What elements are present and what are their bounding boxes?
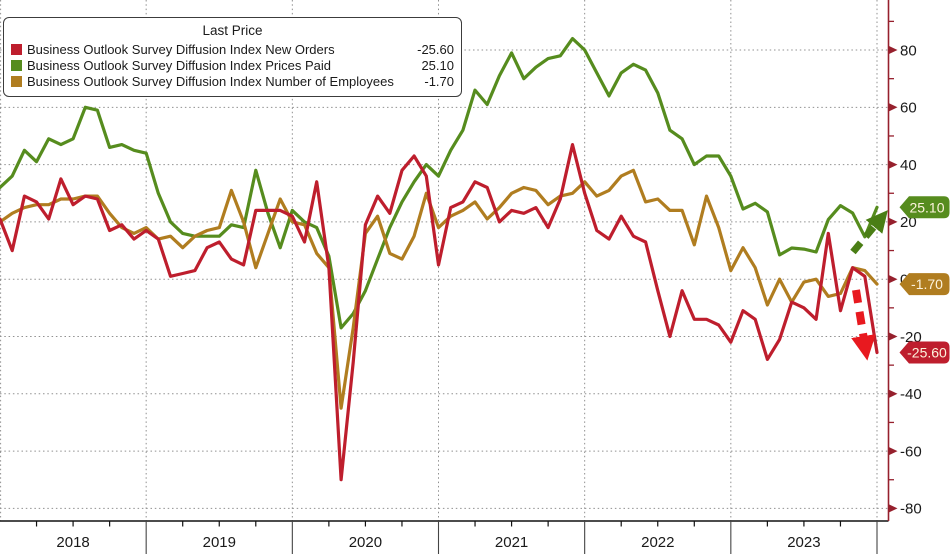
y-tick-label: 60: [900, 100, 917, 117]
badge-value: -1.70: [911, 276, 943, 292]
year-label-2021: 2021: [495, 534, 528, 551]
badge-value: 25.10: [909, 199, 944, 215]
legend-label: Business Outlook Survey Diffusion Index …: [27, 57, 331, 73]
legend-value: 25.10: [421, 57, 454, 73]
y-tick-label: 20: [900, 214, 917, 231]
series-prices-paid: [0, 36, 879, 330]
year-label-2022: 2022: [641, 534, 674, 551]
y-tick-label: -40: [900, 386, 922, 403]
legend-row-prices-paid: Business Outlook Survey Diffusion Index …: [11, 57, 454, 73]
green-up-arrow: [850, 210, 888, 255]
y-tick-label: 80: [900, 42, 917, 59]
legend-value: -1.70: [424, 73, 454, 89]
legend-label: Business Outlook Survey Diffusion Index …: [27, 41, 335, 57]
year-label-2020: 2020: [349, 534, 382, 551]
y-tick-label: -60: [900, 443, 922, 460]
new-orders-swatch-icon: [11, 43, 22, 55]
bottom-axis: 2018 2019 2020 2021 2022 2023: [0, 520, 889, 554]
legend-title: Last Price: [202, 23, 263, 38]
legend-label: Business Outlook Survey Diffusion Index …: [27, 73, 394, 89]
y-tick-label: -80: [900, 501, 922, 518]
series-new-orders: [0, 143, 879, 482]
red-down-arrow: [851, 289, 876, 361]
year-label-2019: 2019: [203, 534, 236, 551]
legend-row-new-orders: Business Outlook Survey Diffusion Index …: [11, 41, 454, 57]
year-label-2018: 2018: [56, 534, 89, 551]
legend-box: Last Price Business Outlook Survey Diffu…: [3, 17, 462, 97]
last-price-badge-prices-paid: 25.10: [899, 196, 950, 219]
last-price-badge-employees: -1.70: [899, 273, 950, 296]
series-employees: [0, 168, 879, 410]
last-price-badge-new-orders: -25.60: [899, 341, 950, 364]
badge-value: -25.60: [907, 345, 947, 361]
y-tick-label: 40: [900, 157, 917, 174]
prices-paid-swatch-icon: [11, 59, 22, 71]
employees-swatch-icon: [11, 75, 22, 87]
year-label-2023: 2023: [787, 534, 820, 551]
legend-value: -25.60: [417, 41, 454, 57]
legend-row-employees: Business Outlook Survey Diffusion Index …: [11, 73, 454, 89]
right-axis: 806040200-20-40-60-80: [887, 0, 922, 521]
